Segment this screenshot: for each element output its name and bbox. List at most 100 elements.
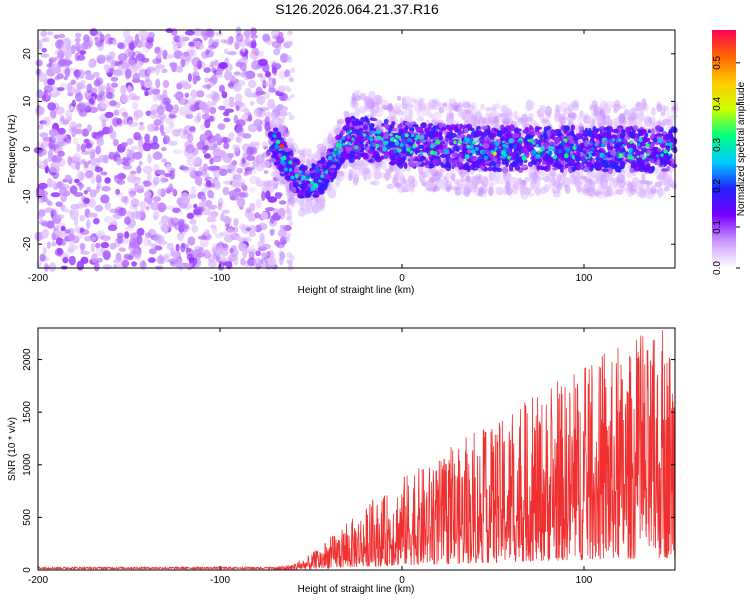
spectrogram-cell [507,111,514,120]
spectrogram-cell [469,155,477,161]
spectrogram-cell [257,125,263,132]
spectrogram-cell [79,242,86,250]
spectrogram-cell [223,142,230,150]
spectrogram-cell [507,155,511,160]
spectrogram-cell [449,115,455,125]
spectrogram-cell [217,263,225,271]
spectrogram-cell [478,144,483,152]
spectrogram-cell [585,187,594,192]
spectrogram-cell [97,95,103,101]
spectrogram-cell [439,168,444,177]
spectrogram-cell [57,52,64,59]
spectrogram-cell [551,188,561,194]
spectrogram-cell [112,38,118,46]
spectrogram-cell [477,176,482,185]
spectrogram-cell [476,139,480,143]
spectrogram-cell [641,173,646,181]
spectrogram-cell [156,255,166,265]
spectrogram-cell [309,167,314,172]
spectrogram-cell [601,143,606,148]
spectrogram-cell [126,116,134,125]
spectrogram-cell [226,37,234,46]
spectrogram-cell [571,99,580,109]
spectrogram-cell [35,106,45,116]
spectrogram-cell [449,170,456,182]
spectrogram-cell [42,195,48,203]
spectrogram-cell [482,143,490,149]
spectrogram-cell [594,115,604,122]
spectrogram-cell [549,141,554,146]
spectrogram-cell [132,248,142,258]
spectrogram-cell [88,212,98,218]
spectrogram-cell [521,117,528,129]
spectrogram-cell [104,201,112,211]
spectrogram-cell [187,236,196,246]
spectrogram-cell [104,111,114,119]
spectrogram-cell [68,233,75,241]
spectrogram-cell [588,156,591,159]
spectrogram-cell [214,133,221,143]
spectrogram-cell [103,154,109,164]
spectrogram-cell [271,66,278,75]
spectrogram-cell [235,105,240,111]
spectrogram-cell [144,133,151,143]
spectrogram-cell [518,140,522,144]
spectrogram-cell [147,153,152,164]
spectrogram-cell [491,160,495,165]
spectrogram-cell [298,170,302,174]
spectrogram-cell [462,187,470,197]
spectrogram-cell [488,182,494,195]
spectrogram-cell [45,116,54,121]
spectrogram-cell [157,50,164,56]
spectrogram-cell [193,115,202,124]
spectrogram-cell [484,136,490,141]
spectrogram-cell [96,31,103,36]
spectrogram-cell [488,106,497,111]
spectrogram-cell [248,79,257,89]
spectrogram-cell [433,186,440,192]
spectrogram-cell [161,146,167,152]
spectrogram-cell [448,156,453,164]
spectrogram-cell [272,134,277,138]
spectrogram-cell [64,67,71,78]
spectrogram-cell [500,150,506,156]
spectrogram-cell [651,121,661,126]
spectrogram-cell [168,114,177,119]
spectrogram-cell [139,201,147,210]
spectrogram-cell [177,210,183,216]
spectrogram-cell [79,50,86,56]
spectrogram-cell [396,140,399,143]
spectrogram-cell [446,185,451,193]
spectrogram-cell [267,196,277,203]
spectrogram-cell [462,145,467,149]
spectrogram-cell [579,110,584,119]
spectrogram-cell [314,153,322,162]
spectrogram-cell [481,150,486,155]
spectrogram-cell [353,166,361,178]
spectrogram-cell [401,103,408,110]
spectrogram-cell [612,128,619,134]
spectrogram-cell [479,137,486,143]
spectrogram-cell [535,187,541,196]
spectrogram-cell [244,87,252,93]
spectrogram-cell [37,198,44,204]
spectrogram-cell [234,236,244,241]
spectrogram-cell [529,138,534,143]
spectrogram-cell [351,121,359,127]
spectrogram-cell [255,180,266,188]
spectrogram-cell [234,78,239,84]
spectrogram-cell [269,229,275,236]
spectrogram-cell [568,107,573,113]
spectrogram-cell [191,125,196,134]
spectrogram-cell [322,169,326,172]
spectrogram-cell [172,44,179,52]
spectrogram-cell [250,41,257,49]
spectrogram-cell [626,171,633,179]
spectrogram-cell [667,178,675,186]
spectrogram-cell [344,116,352,123]
spectrogram-cell [88,198,96,209]
spectrogram-cell [94,36,99,42]
spectrogram-cell [597,174,604,182]
spectrogram-cell [286,252,293,258]
